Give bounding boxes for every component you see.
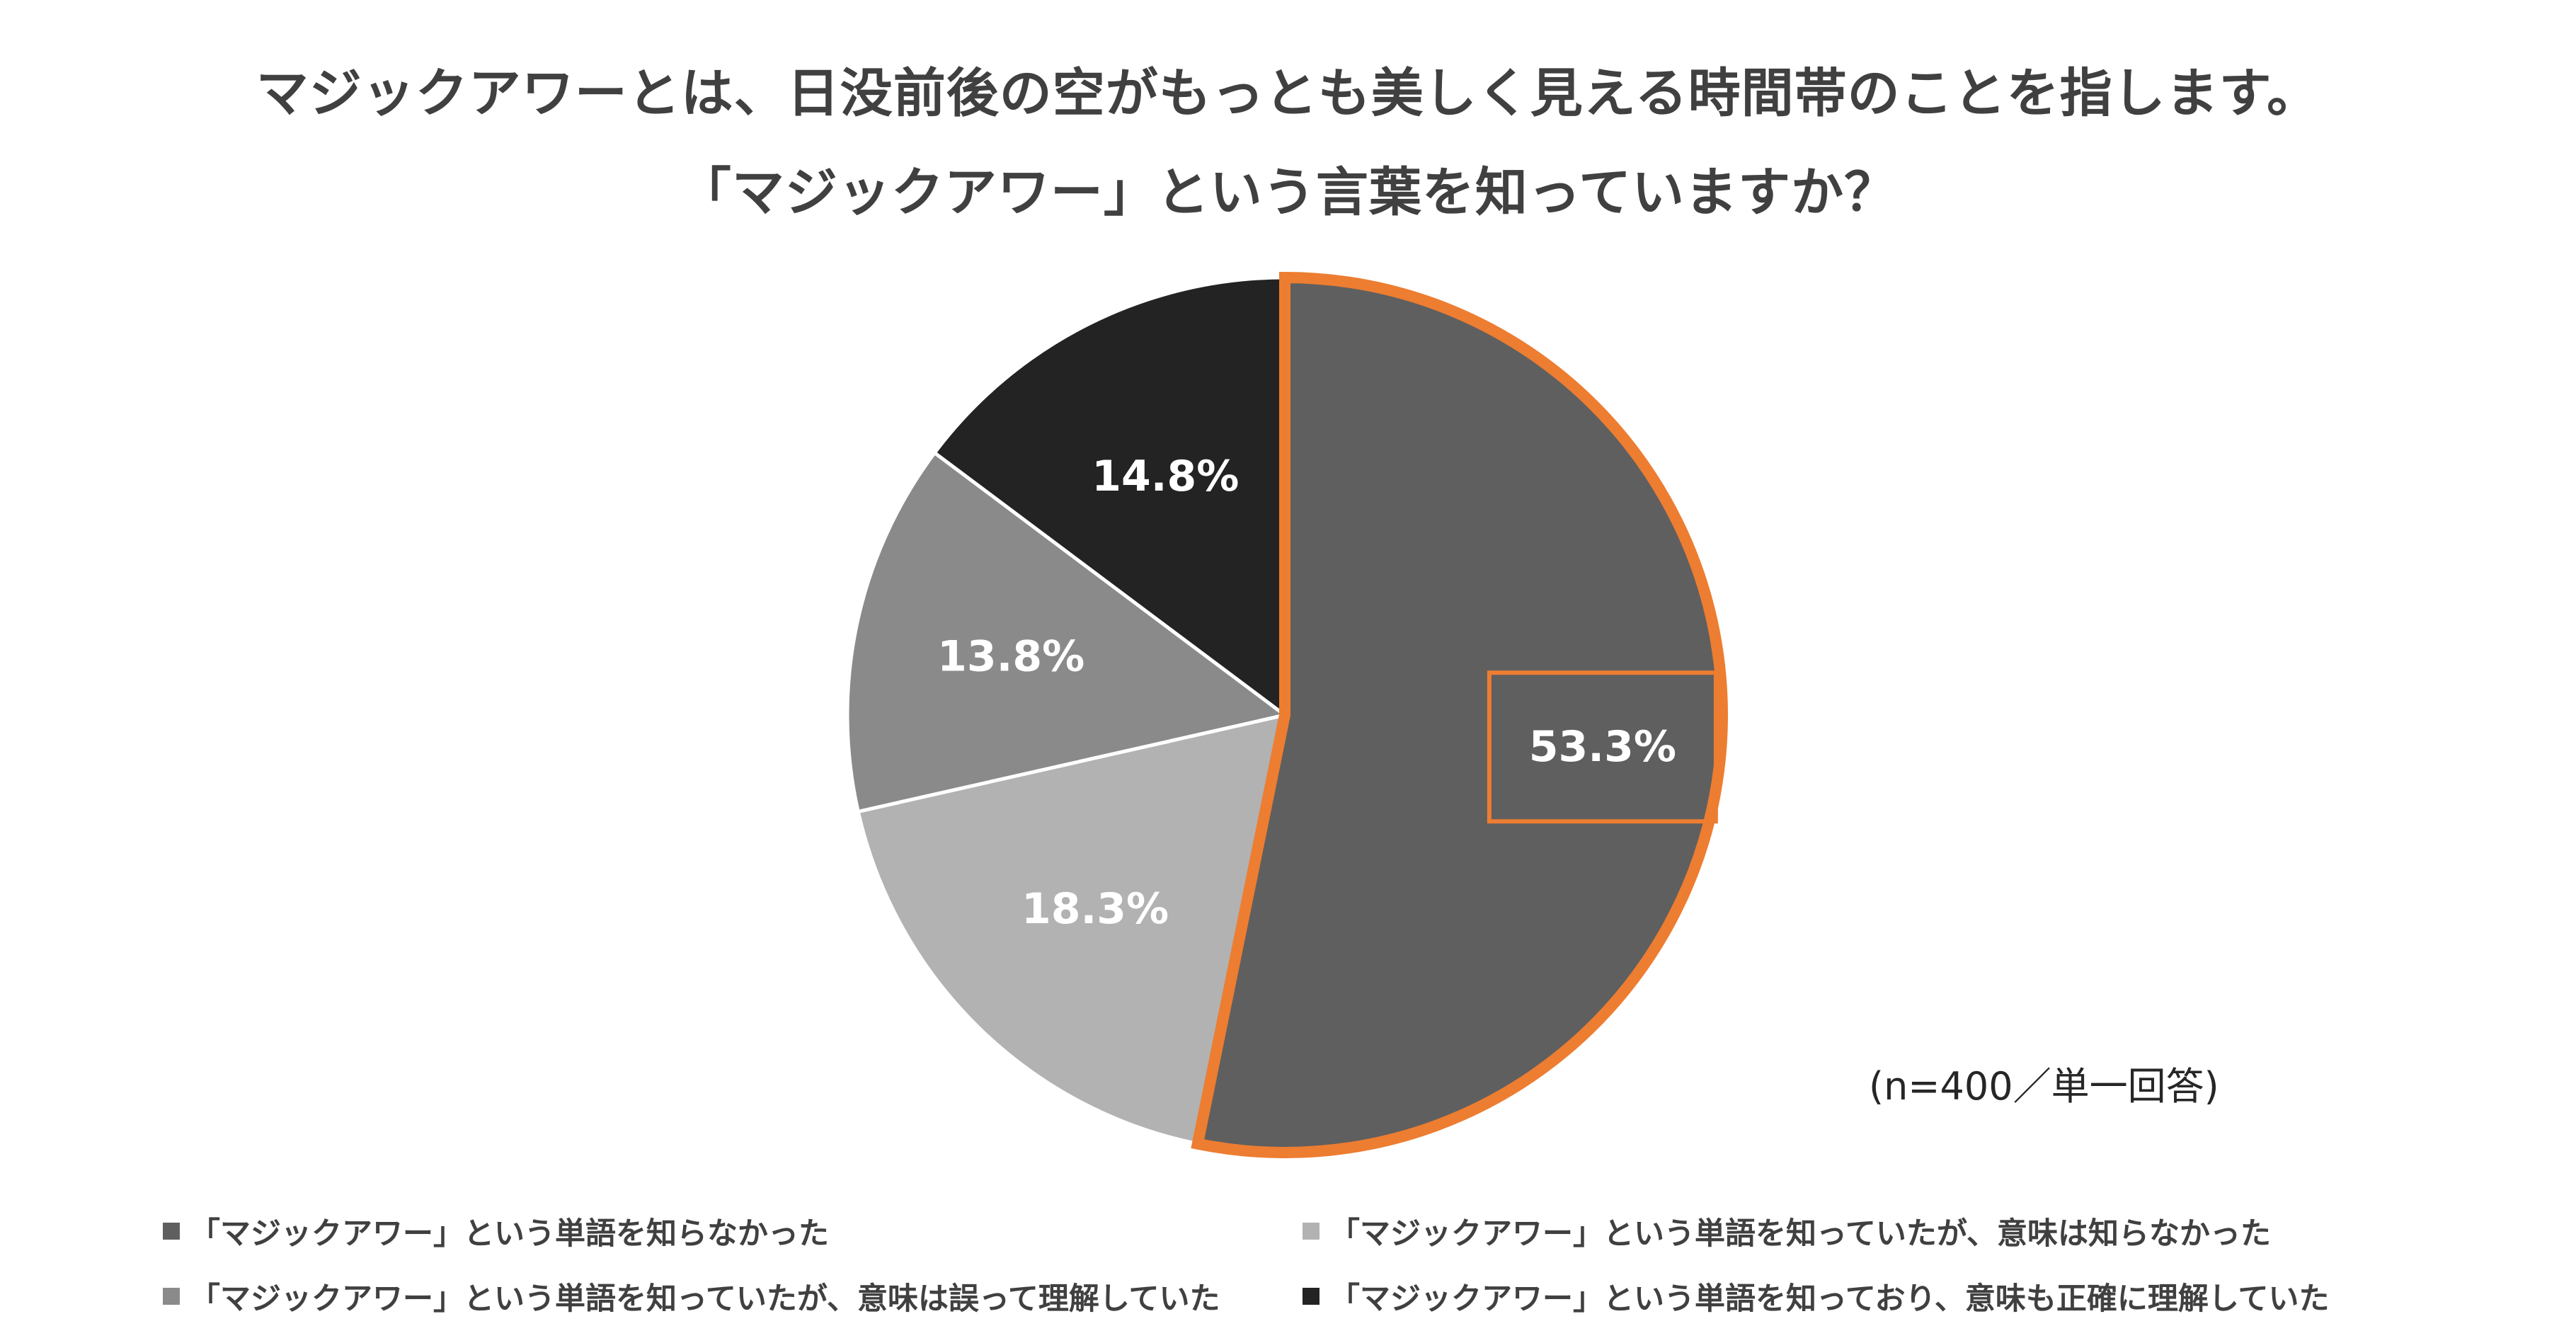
data-label: 14.8% <box>1092 452 1239 501</box>
pie-slice <box>845 450 1289 814</box>
legend-item-knew-word-not-meaning: 「マジックアワー」という単語を知っていたが、意味は知らなかった <box>1303 1209 2271 1253</box>
data-label: 13.8% <box>937 632 1084 682</box>
legend-item-misunderstood: 「マジックアワー」という単語を知っていたが、意味は誤って理解していた <box>163 1274 1220 1318</box>
data-label: 53.3% <box>1529 722 1676 772</box>
legend-swatch <box>163 1288 180 1305</box>
sample-size-note: (n=400／単一回答) <box>1869 1064 2219 1109</box>
chart-title-line-2: 「マジックアワー」という言葉を知っていますか？ <box>678 162 1898 223</box>
legend-label: 「マジックアワー」という単語を知っていたが、意味は誤って理解していた <box>190 1281 1220 1317</box>
pie-slice <box>932 275 1287 719</box>
chart-title-line-1: マジックアワーとは、日没前後の空がもっとも美しく見える時間帯のことを指します。 <box>256 63 2320 124</box>
legend-swatch <box>163 1223 180 1240</box>
highlight-label-box <box>1487 670 1718 824</box>
legend-label: 「マジックアワー」という単語を知っていたが、意味は知らなかった <box>1329 1216 2271 1252</box>
pie-slice <box>856 712 1288 1146</box>
highlight-slice-outline <box>1191 271 1728 1158</box>
data-label: 18.3% <box>1021 884 1169 934</box>
legend-swatch <box>1303 1223 1320 1240</box>
legend-label: 「マジックアワー」という単語を知っており、意味も正確に理解していた <box>1329 1281 2330 1317</box>
legend-item-understood-correctly: 「マジックアワー」という単語を知っており、意味も正確に理解していた <box>1303 1274 2330 1318</box>
legend-swatch <box>1303 1288 1320 1305</box>
legend-label: 「マジックアワー」という単語を知らなかった <box>190 1216 829 1252</box>
legend-item-did-not-know: 「マジックアワー」という単語を知らなかった <box>163 1209 829 1253</box>
